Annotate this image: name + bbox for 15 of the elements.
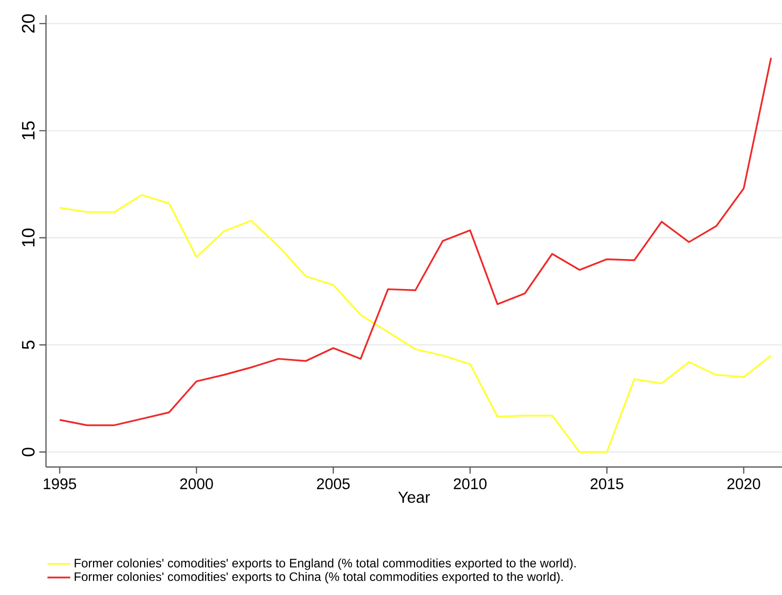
- legend-label: Former colonies' comodities' exports to England (% total commodities exported to the world).: [74, 558, 576, 570]
- x-tick-label: 2015: [590, 478, 624, 490]
- x-tick-label: 2010: [454, 478, 487, 490]
- x-tick-label: 1995: [44, 478, 76, 490]
- x-tick-label: 2005: [317, 478, 350, 490]
- y-tick-label: 0: [22, 448, 35, 456]
- x-tick-label: 2020: [727, 478, 760, 490]
- x-axis-title: Year: [398, 492, 430, 503]
- line-series: [58, 56, 772, 426]
- y-tick-label: 5: [22, 340, 35, 350]
- x-tick-label: 2000: [180, 478, 213, 490]
- y-tick-label: 10: [22, 228, 35, 246]
- y-tick-label: 15: [22, 121, 35, 140]
- y-tick-label: 20: [22, 14, 35, 33]
- legend-label: Former colonies' comodities' exports to China (% total commodities exported to the world).: [74, 572, 563, 584]
